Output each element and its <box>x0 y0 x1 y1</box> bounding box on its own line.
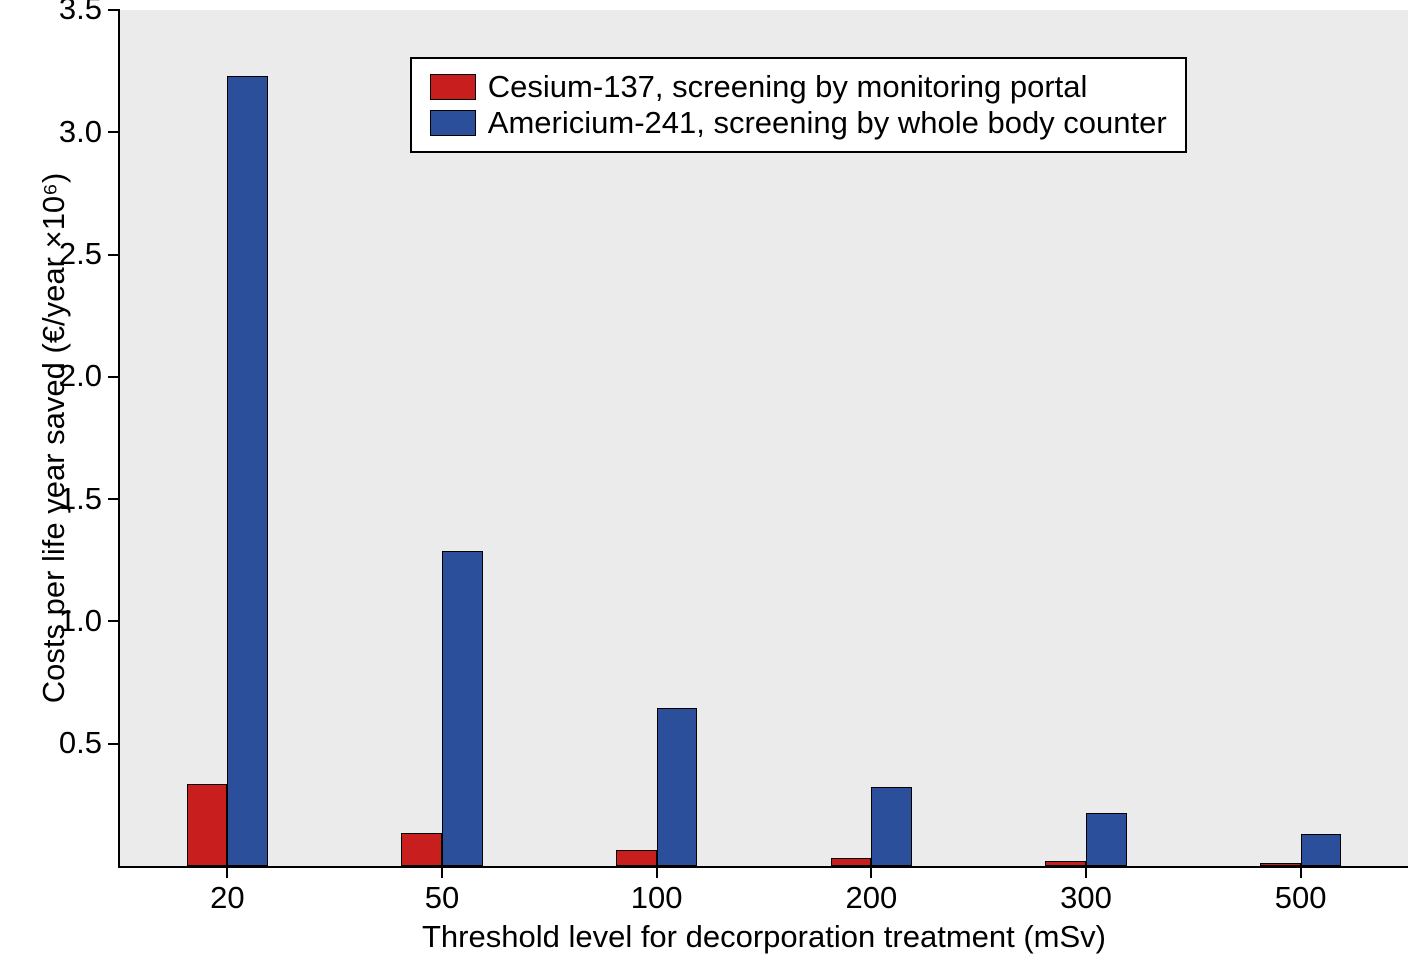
x-tick-mark <box>1085 866 1087 878</box>
y-tick-mark <box>108 376 120 378</box>
y-tick-mark <box>108 254 120 256</box>
x-tick-mark <box>656 866 658 878</box>
x-tick-mark <box>1300 866 1302 878</box>
bar-americium <box>1301 834 1342 866</box>
legend-swatch-americium <box>430 110 476 136</box>
x-tick-label: 200 <box>845 880 897 916</box>
x-tick-label: 20 <box>210 880 244 916</box>
y-tick-mark <box>108 131 120 133</box>
legend: Cesium-137, screening by monitoring port… <box>410 57 1187 153</box>
bar-americium <box>657 708 698 866</box>
bar-americium <box>871 787 912 866</box>
x-tick-label: 300 <box>1060 880 1112 916</box>
x-tick-mark <box>870 866 872 878</box>
y-tick-label: 0.5 <box>59 725 102 761</box>
x-tick-label: 500 <box>1275 880 1327 916</box>
legend-label-cesium: Cesium-137, screening by monitoring port… <box>488 69 1088 105</box>
x-tick-mark <box>441 866 443 878</box>
x-tick-mark <box>226 866 228 878</box>
legend-item-americium: Americium-241, screening by whole body c… <box>430 105 1167 141</box>
bar-americium <box>442 551 483 866</box>
bar-americium <box>1086 813 1127 866</box>
bar-cesium <box>401 833 442 866</box>
bar-cesium <box>616 850 657 866</box>
bar-cesium <box>1045 861 1086 866</box>
chart-container: 0.51.01.52.02.53.03.5 2050100200300500 T… <box>0 0 1418 947</box>
bar-americium <box>227 76 268 866</box>
bar-cesium <box>831 858 872 866</box>
y-axis-line <box>118 10 120 866</box>
legend-item-cesium: Cesium-137, screening by monitoring port… <box>430 69 1167 105</box>
y-tick-mark <box>108 498 120 500</box>
y-tick-mark <box>108 9 120 11</box>
y-tick-mark <box>108 620 120 622</box>
y-tick-mark <box>108 743 120 745</box>
legend-label-americium: Americium-241, screening by whole body c… <box>488 105 1167 141</box>
y-tick-label: 3.5 <box>59 0 102 27</box>
y-tick-label: 3.0 <box>59 114 102 150</box>
x-tick-label: 50 <box>425 880 459 916</box>
bar-cesium <box>1260 863 1301 866</box>
x-axis-label: Threshold level for decorporation treatm… <box>422 919 1106 955</box>
x-tick-label: 100 <box>631 880 683 916</box>
x-axis-line <box>118 866 1408 868</box>
legend-swatch-cesium <box>430 74 476 100</box>
y-axis-label: Costs per life year saved (€/year ×10⁶) <box>36 173 72 704</box>
bar-cesium <box>187 784 228 866</box>
